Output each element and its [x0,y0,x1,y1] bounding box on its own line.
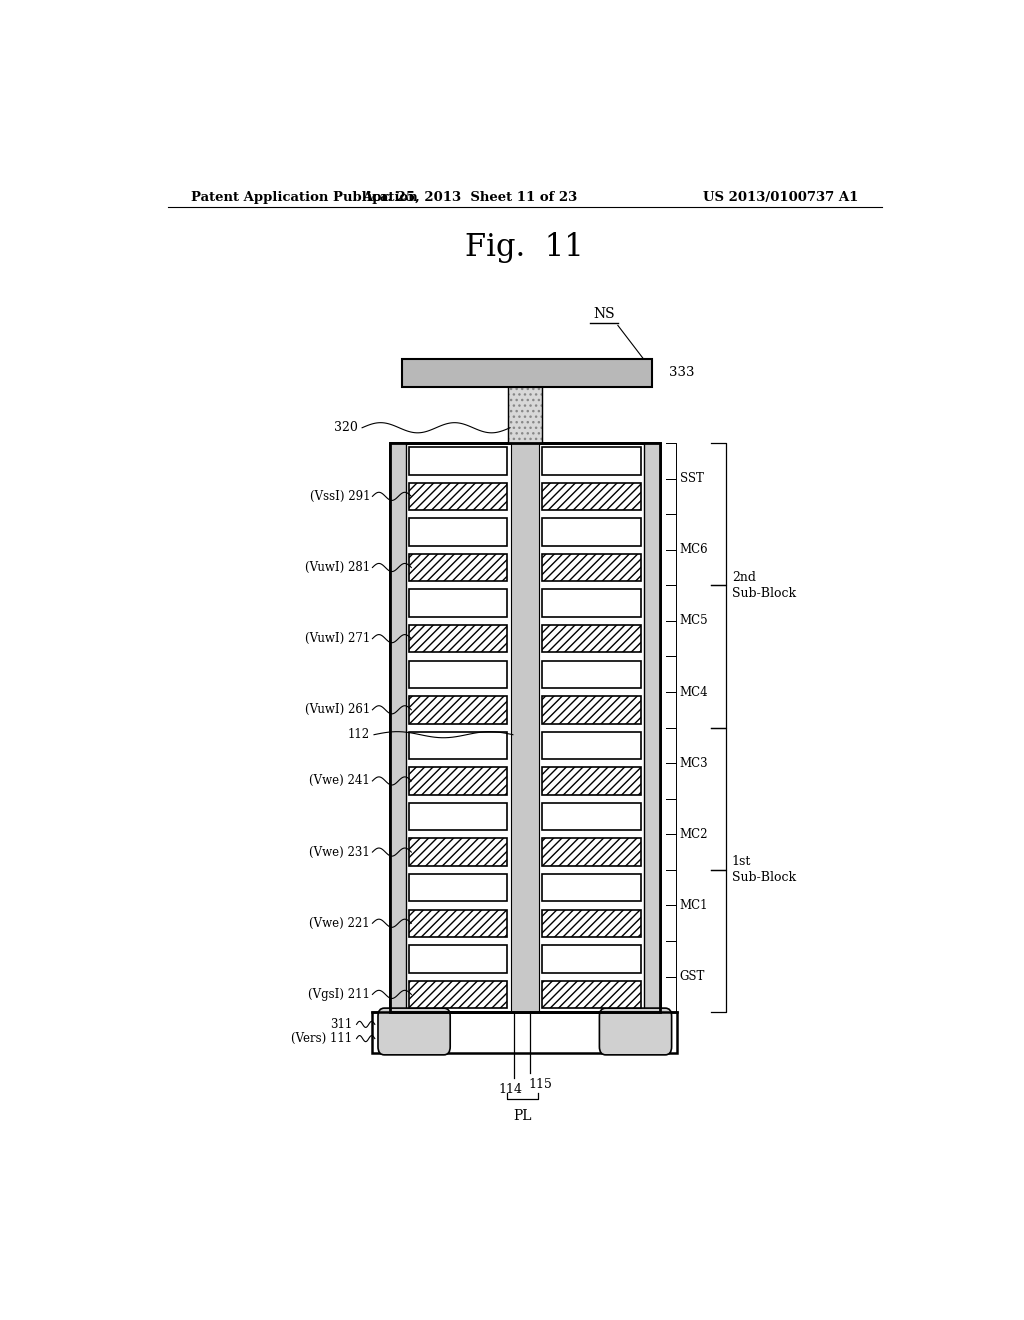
Text: 320: 320 [334,421,358,434]
Bar [390,444,659,1012]
Bar [543,874,641,902]
Text: (Vwe) 231: (Vwe) 231 [309,846,370,858]
Bar [409,519,507,545]
Bar [543,767,641,795]
Bar [409,554,507,581]
Text: (VuwI) 271: (VuwI) 271 [305,632,370,645]
Bar [409,696,507,723]
Bar [543,624,641,652]
Bar [644,444,659,1012]
Bar [511,444,539,1012]
Text: (VgsI) 211: (VgsI) 211 [308,987,370,1001]
Text: SST: SST [680,473,703,484]
Text: MC5: MC5 [680,614,709,627]
Bar [409,909,507,937]
Bar [543,696,641,723]
Text: US 2013/0100737 A1: US 2013/0100737 A1 [702,190,858,203]
Text: MC4: MC4 [680,685,709,698]
Bar [409,838,507,866]
Text: (Vwe) 221: (Vwe) 221 [309,917,370,929]
Bar [543,589,641,616]
Text: Apr. 25, 2013  Sheet 11 of 23: Apr. 25, 2013 Sheet 11 of 23 [361,190,577,203]
Text: (VuwI) 281: (VuwI) 281 [305,561,370,574]
Bar [409,624,507,652]
Bar [409,660,507,688]
Text: 115: 115 [528,1078,553,1092]
Text: 311: 311 [331,1018,352,1031]
FancyBboxPatch shape [378,1008,451,1055]
Text: PL: PL [513,1109,531,1123]
Bar [409,945,507,973]
Bar [543,624,641,652]
Bar [409,909,507,937]
Bar [543,731,641,759]
Bar [543,909,641,937]
Bar [543,660,641,688]
Bar [543,483,641,510]
Text: 1st
Sub-Block: 1st Sub-Block [732,855,796,884]
Text: 112: 112 [348,729,370,742]
Bar [409,589,507,616]
Bar [543,945,641,973]
Bar [543,981,641,1008]
Bar [543,838,641,866]
Text: 333: 333 [670,367,694,379]
Bar [543,519,641,545]
Bar [543,483,641,510]
Text: GST: GST [680,970,705,983]
Bar [409,803,507,830]
Bar [390,444,406,1012]
Bar [409,767,507,795]
Bar [409,731,507,759]
Bar [543,838,641,866]
Bar [543,909,641,937]
Text: (Vers) 111: (Vers) 111 [292,1032,352,1045]
Bar [409,874,507,902]
Bar [390,444,659,1012]
Text: Patent Application Publication: Patent Application Publication [191,190,418,203]
Bar [409,696,507,723]
Bar [543,767,641,795]
Text: 2nd
Sub-Block: 2nd Sub-Block [732,570,796,599]
Text: (Vwe) 241: (Vwe) 241 [309,775,370,788]
Bar [543,696,641,723]
Bar [409,624,507,652]
Bar [409,838,507,866]
Text: NS: NS [593,308,615,321]
Bar [409,981,507,1008]
Bar [409,483,507,510]
Bar [409,981,507,1008]
Bar [409,767,507,795]
Bar [543,803,641,830]
Text: MC2: MC2 [680,828,708,841]
Bar [543,447,641,474]
Bar [409,447,507,474]
Bar [409,483,507,510]
FancyBboxPatch shape [599,1008,672,1055]
Bar [409,554,507,581]
Bar [373,1012,677,1053]
Bar [543,554,641,581]
Text: (VssI) 291: (VssI) 291 [309,490,370,503]
Text: MC6: MC6 [680,544,709,556]
Bar [401,359,652,387]
Text: MC1: MC1 [680,899,708,912]
Bar [543,554,641,581]
Text: 114: 114 [499,1084,522,1097]
Text: MC3: MC3 [680,756,709,770]
Bar [543,981,641,1008]
Bar [401,359,652,387]
Text: (VuwI) 261: (VuwI) 261 [305,704,370,717]
Bar [508,387,542,444]
Text: Fig.  11: Fig. 11 [466,232,584,264]
